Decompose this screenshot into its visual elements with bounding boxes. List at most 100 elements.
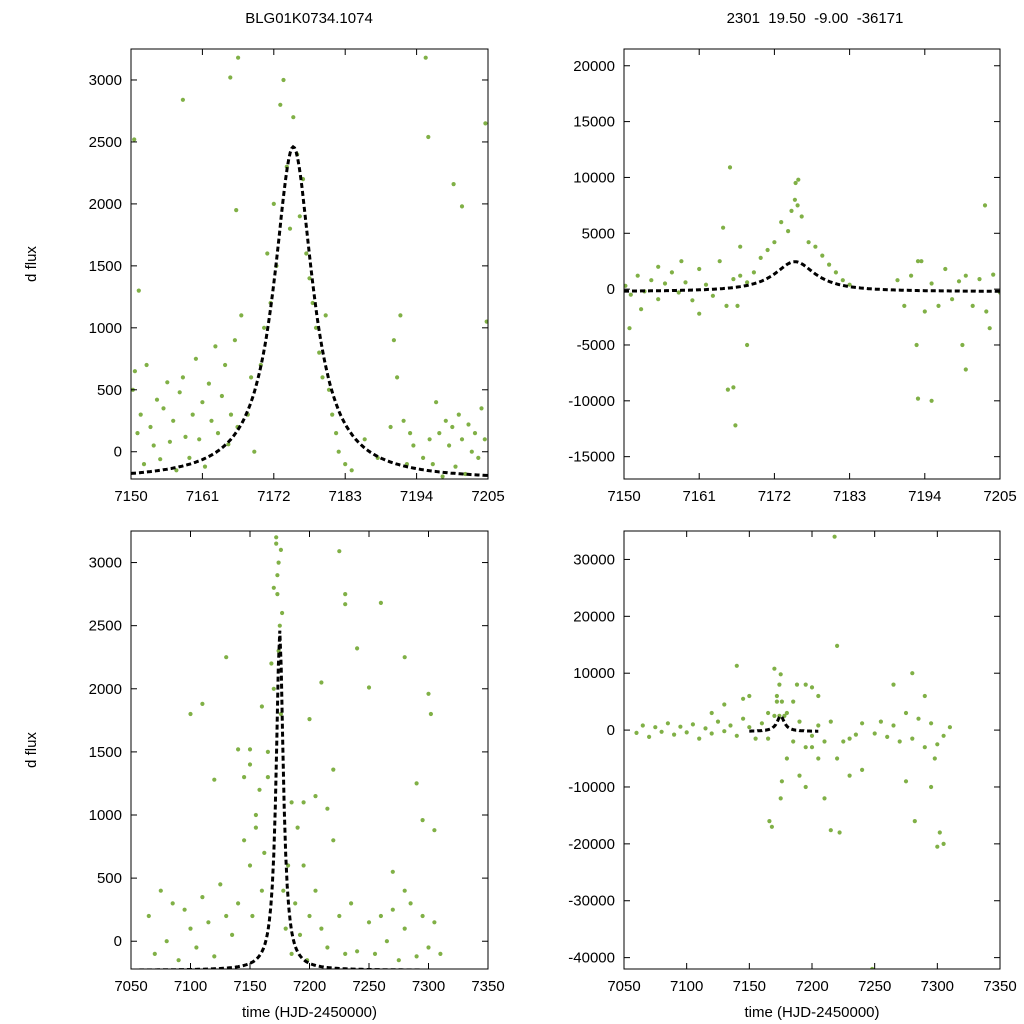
y-tick-label: -30000 [568,893,615,910]
data-point [627,326,632,331]
model-curve [131,144,488,477]
data-point [154,397,160,402]
data-point [453,464,458,469]
data-point [963,367,968,372]
data-point [774,699,780,704]
data-point [779,699,785,704]
data-point [188,711,193,717]
data-point [259,704,264,709]
data-point [259,888,264,893]
right-title: 2301 19.50 -9.00 -36171 [727,10,904,27]
data-point [722,729,727,734]
data-point [772,713,777,719]
data-point [932,756,937,761]
x-tick-label: 7300 [412,978,445,995]
data-point [262,325,267,330]
data-point [194,945,199,950]
data-point [148,424,153,430]
data-point [956,279,962,284]
data-point [297,932,303,938]
data-point [683,280,688,285]
data-point [275,592,280,597]
data-point [313,888,318,893]
data-point [624,283,628,288]
y-axis-label: d flux [23,246,40,282]
data-point [274,535,279,540]
data-point [390,907,395,912]
data-point [662,281,668,286]
data-point [885,734,890,740]
x-tick-label: 7150 [733,978,766,995]
data-point [355,646,360,651]
data-point [287,226,293,231]
data-point [816,723,821,728]
data-point [174,468,179,473]
data-point [391,338,396,343]
data-point [809,685,815,690]
data-point [950,297,955,302]
plot-bottom-right: 7050 7100 7150 7200 7250 7300 7350 -40000 -30000… [568,530,1017,1021]
data-point [320,375,325,380]
data-point [794,682,800,687]
data-point [745,280,750,285]
data-point [304,251,309,256]
data-point [158,888,163,893]
data-point [753,736,758,741]
data-point [991,272,996,277]
data-point [247,762,253,767]
data-point [180,375,185,380]
data-point [388,424,393,430]
plot-bottom-left: 7050 7100 7150 7200 7250 7300 7350 0 500 1000 1500… [23,530,505,1021]
data-point [271,585,276,590]
data-point [228,412,234,417]
data-point [289,951,294,957]
data-point [747,725,752,730]
data-point [937,830,942,835]
data-point [317,350,322,355]
data-point [236,747,241,752]
y-tick-label: 1000 [89,807,122,824]
y-tick-label: 500 [97,382,122,399]
data-point [738,244,743,249]
y-tick-label: 30000 [573,551,615,568]
data-point [922,693,927,699]
data-point [833,270,839,275]
data-point [200,895,205,900]
data-point [929,784,934,790]
data-point [799,214,804,219]
data-point [703,726,708,731]
data-point [832,534,837,539]
data-point [820,253,825,258]
data-point [280,610,285,616]
data-point [484,319,488,324]
y-tick-label: 20000 [573,608,615,625]
x-tick-label: 7150 [233,978,266,995]
plot-top-left: 7150 7161 7172 7183 7194 7205 0 500 1000 1500 2000… [23,48,505,505]
data-point [929,398,934,403]
data-point [847,773,852,778]
data-point [690,298,695,303]
data-point [747,693,752,699]
data-point [697,266,702,272]
data-point [293,901,298,906]
data-point [709,710,714,716]
data-point [334,431,339,436]
data-point [223,362,228,368]
data-point [443,418,448,423]
x-tick-label: 7205 [983,488,1016,505]
data-point [797,719,802,724]
data-point [224,655,229,660]
data-point [789,208,794,213]
data-point [180,97,185,102]
data-point [262,850,267,856]
x-tick-label: 7194 [908,488,941,505]
y-tick-label: 0 [114,444,122,461]
y-tick-label: -20000 [568,836,615,853]
data-point [144,362,149,368]
data-point [239,313,244,318]
x-tick-label: 7205 [471,488,504,505]
data-point [665,721,671,726]
data-point [250,913,255,919]
data-point [728,723,733,728]
data-point [193,356,198,361]
